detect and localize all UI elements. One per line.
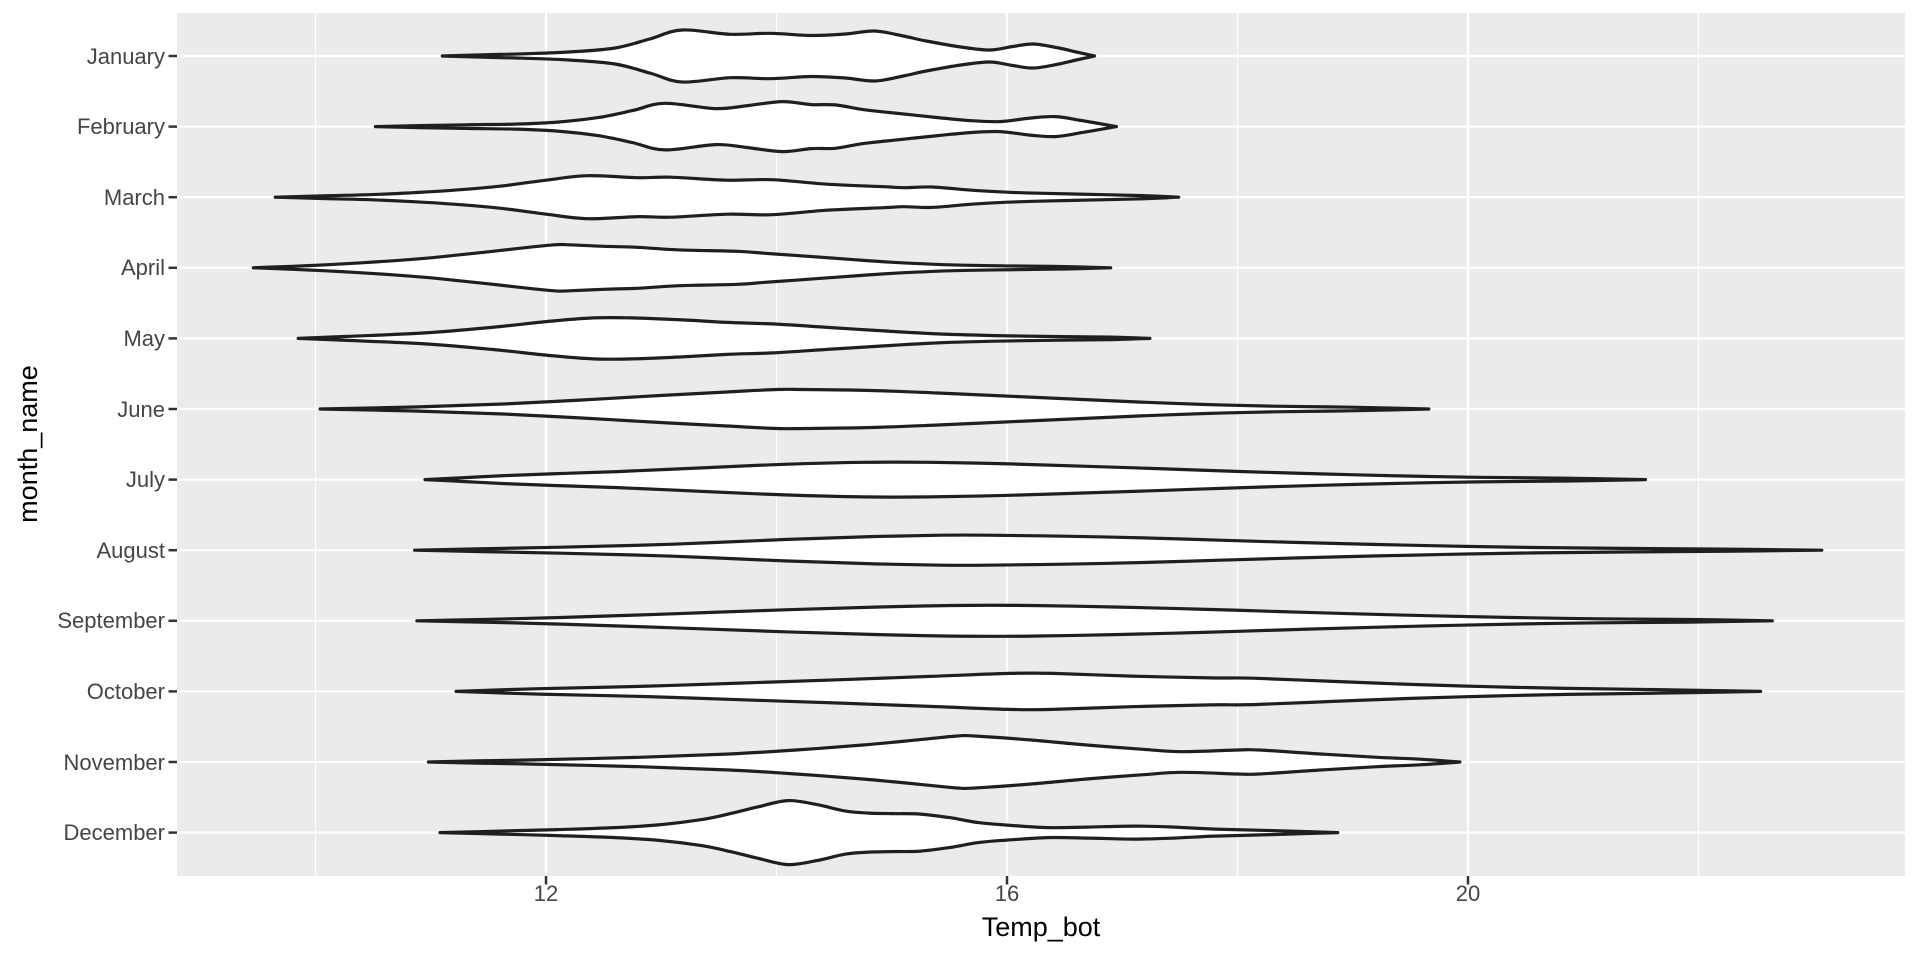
violin-june <box>318 387 1431 431</box>
y-tick-label-september: September <box>57 608 165 634</box>
y-tick-label-june: June <box>117 396 165 422</box>
x-tick-label-16: 16 <box>994 881 1020 906</box>
violin-february <box>373 99 1119 154</box>
violin-december <box>438 798 1340 867</box>
violin-march <box>273 174 1181 221</box>
violin-november <box>426 733 1462 791</box>
x-tick-label-12: 12 <box>533 881 559 906</box>
y-tick-label-august: August <box>96 537 166 563</box>
x-tick-label-20: 20 <box>1455 881 1481 906</box>
violin-september <box>415 603 1774 638</box>
x-axis-title: Temp_bot <box>981 912 1101 942</box>
y-tick-label-march: March <box>103 184 165 210</box>
y-tick-label-january: January <box>86 43 165 69</box>
violin-august <box>413 533 1824 567</box>
y-tick-label-december: December <box>63 820 165 846</box>
y-tick-label-may: May <box>123 325 165 351</box>
violin-october <box>454 671 1763 712</box>
y-tick-label-october: October <box>86 678 165 704</box>
violin-january <box>440 28 1097 84</box>
plot-panel <box>177 13 1905 876</box>
y-axis-title: month_name <box>13 365 43 523</box>
violin-may <box>296 315 1152 361</box>
y-tick-label-april: April <box>120 255 165 281</box>
violin-july <box>423 460 1648 499</box>
y-tick-label-february: February <box>76 114 165 140</box>
y-tick-label-july: July <box>125 467 165 493</box>
y-tick-label-november: November <box>63 749 165 775</box>
violin-april <box>251 242 1113 293</box>
